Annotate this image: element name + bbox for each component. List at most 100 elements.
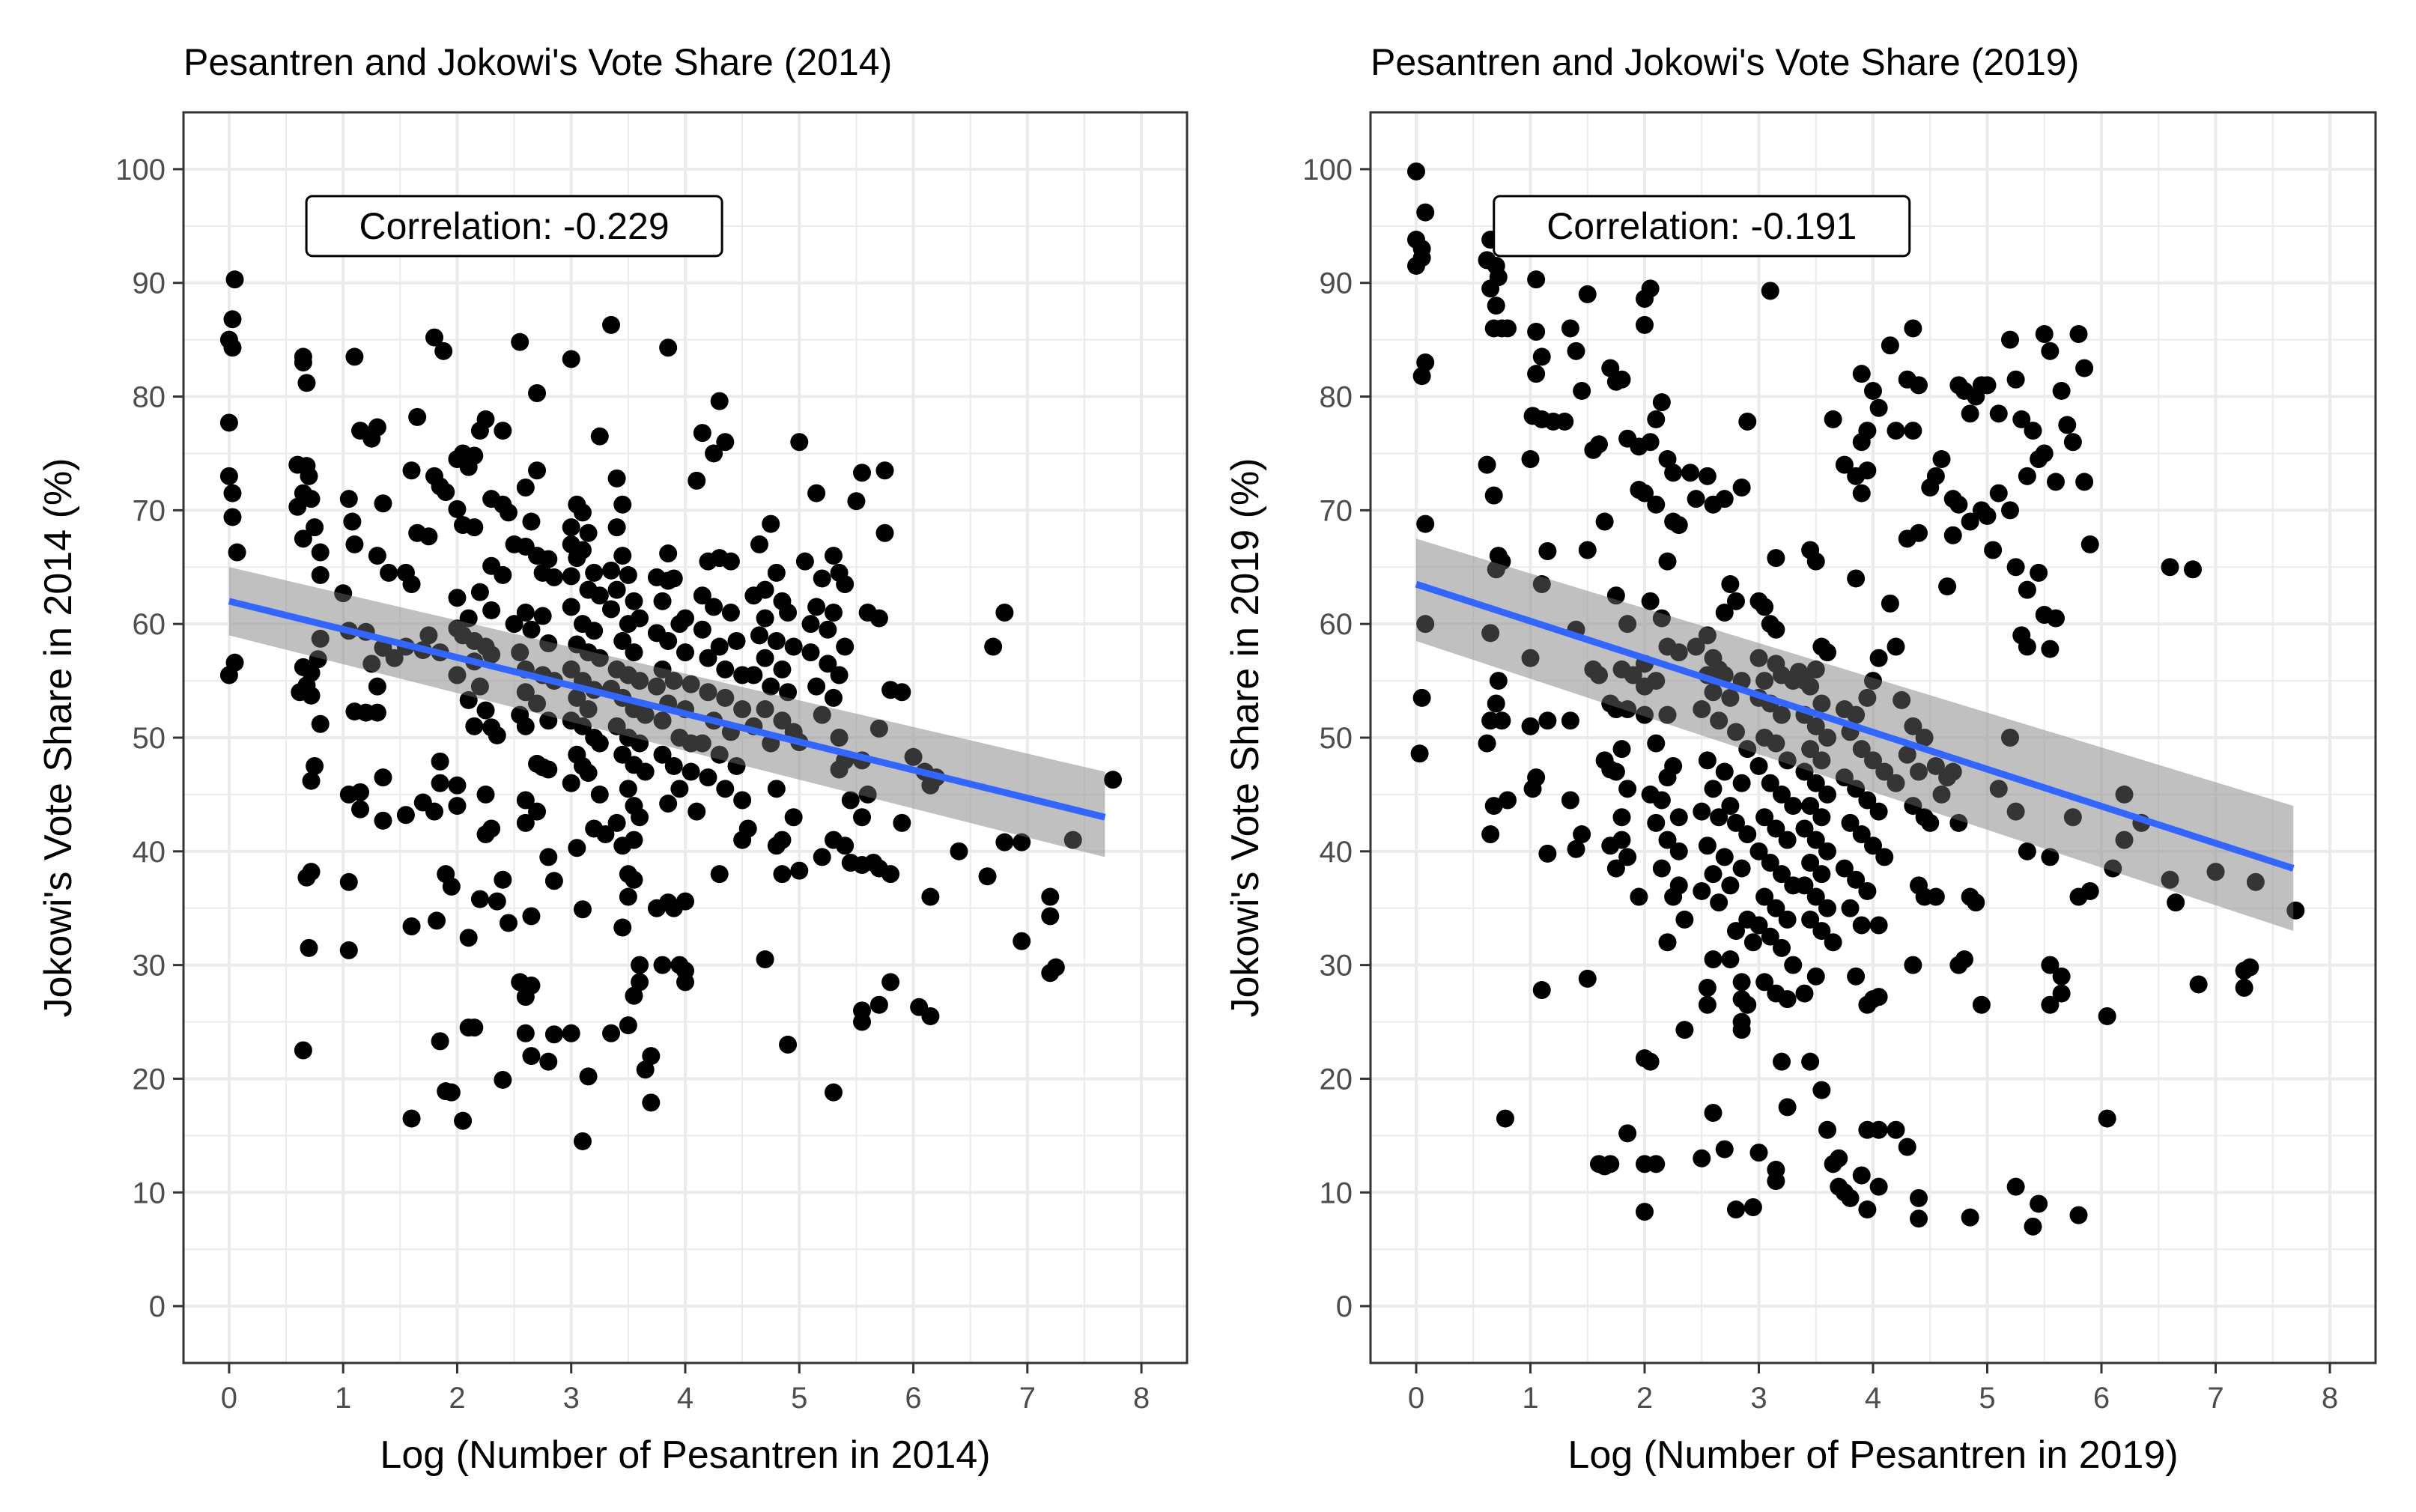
data-point [1487, 694, 1505, 713]
data-point [716, 688, 735, 707]
data-point [1841, 1188, 1860, 1207]
data-point [1693, 1149, 1711, 1168]
data-point [807, 598, 826, 616]
data-point [676, 643, 694, 662]
data-point [1921, 813, 1940, 832]
data-point [1801, 910, 1820, 929]
data-point [1875, 762, 1894, 781]
data-point [693, 424, 711, 443]
data-point [1824, 410, 1842, 428]
y-tick-label: 90 [133, 267, 166, 300]
data-point [579, 1067, 598, 1086]
data-point [756, 609, 774, 628]
data-point [631, 672, 649, 690]
x-tick-label: 7 [2207, 1382, 2224, 1415]
data-point [756, 700, 774, 719]
data-point [1658, 933, 1677, 952]
data-point [1806, 717, 1825, 735]
data-point [1887, 1120, 1905, 1139]
data-point [1612, 740, 1631, 759]
data-point [1538, 711, 1557, 730]
data-point [2241, 958, 2259, 977]
data-point [1910, 762, 1928, 781]
data-point [1478, 455, 1496, 474]
data-point [2058, 416, 2077, 434]
data-point [1732, 973, 1751, 992]
data-point [1852, 365, 1871, 383]
data-point [1984, 541, 2003, 559]
data-point [824, 688, 843, 707]
data-point [1041, 887, 1060, 906]
data-point [539, 634, 558, 652]
data-point [522, 620, 541, 639]
data-point [2075, 473, 2094, 491]
y-axis-ticks: 0 10 20 30 40 50 60 70 80 90 100 [1302, 154, 1371, 1323]
x-tick-label: 7 [1019, 1382, 1036, 1415]
data-point [1041, 964, 1060, 983]
data-point [1864, 837, 1882, 855]
x-tick-label: 1 [335, 1382, 351, 1415]
data-point [1801, 740, 1820, 759]
data-point [539, 550, 558, 568]
x-axis-ticks: 0 1 2 3 4 5 6 7 8 [1408, 1363, 2338, 1415]
data-point [2184, 560, 2202, 579]
y-tick-label: 10 [1320, 1176, 1353, 1209]
data-point [1618, 615, 1637, 634]
data-point [544, 1025, 563, 1044]
data-point [1532, 981, 1551, 1000]
data-point [511, 973, 529, 992]
data-point [727, 631, 746, 650]
data-point [1484, 797, 1503, 816]
data-point [2069, 325, 2088, 344]
data-point [1481, 624, 1500, 643]
regression-line-path [1415, 580, 2295, 872]
data-point [1658, 768, 1677, 787]
data-point [1847, 705, 1866, 724]
data-point [875, 523, 894, 542]
data-point [2080, 535, 2099, 553]
data-point [1416, 514, 1435, 533]
data-point [631, 808, 649, 827]
data-point [1721, 575, 1740, 594]
data-point [744, 586, 763, 605]
data-point [1989, 404, 2008, 423]
data-point [1407, 162, 1425, 180]
data-point [1755, 808, 1774, 827]
data-point [476, 825, 495, 844]
data-point [1641, 1052, 1660, 1071]
data-point [1647, 495, 1666, 514]
data-point [339, 490, 358, 508]
data-point [636, 1060, 655, 1079]
data-point [619, 887, 637, 906]
y-tick-label: 20 [1320, 1063, 1353, 1096]
data-point [1416, 353, 1435, 371]
data-point [664, 756, 683, 775]
data-point [562, 660, 580, 678]
x-tick-label: 2 [1636, 1382, 1653, 1415]
data-point [1824, 933, 1842, 952]
data-point [1715, 604, 1734, 622]
data-point [562, 774, 580, 792]
data-point [2041, 640, 2060, 658]
data-point [1869, 649, 1888, 667]
data-point [1727, 922, 1745, 941]
data-point [362, 655, 381, 673]
data-point [528, 802, 547, 821]
x-tick-label: 3 [563, 1382, 580, 1415]
data-point [454, 516, 473, 535]
data-point [619, 780, 637, 798]
annotation-box [305, 195, 723, 258]
data-point [1647, 1155, 1666, 1174]
data-point [590, 785, 609, 804]
data-point [1412, 367, 1431, 386]
data-point [1961, 1208, 1979, 1227]
data-point [2024, 422, 2042, 440]
data-point [539, 1052, 558, 1071]
data-point [1806, 774, 1825, 792]
data-point [442, 877, 461, 896]
y-tick-label: 20 [133, 1063, 166, 1096]
y-tick-label: 30 [1320, 950, 1353, 983]
data-point [653, 745, 672, 764]
y-tick-label: 0 [1336, 1290, 1353, 1323]
data-point [1704, 950, 1723, 969]
